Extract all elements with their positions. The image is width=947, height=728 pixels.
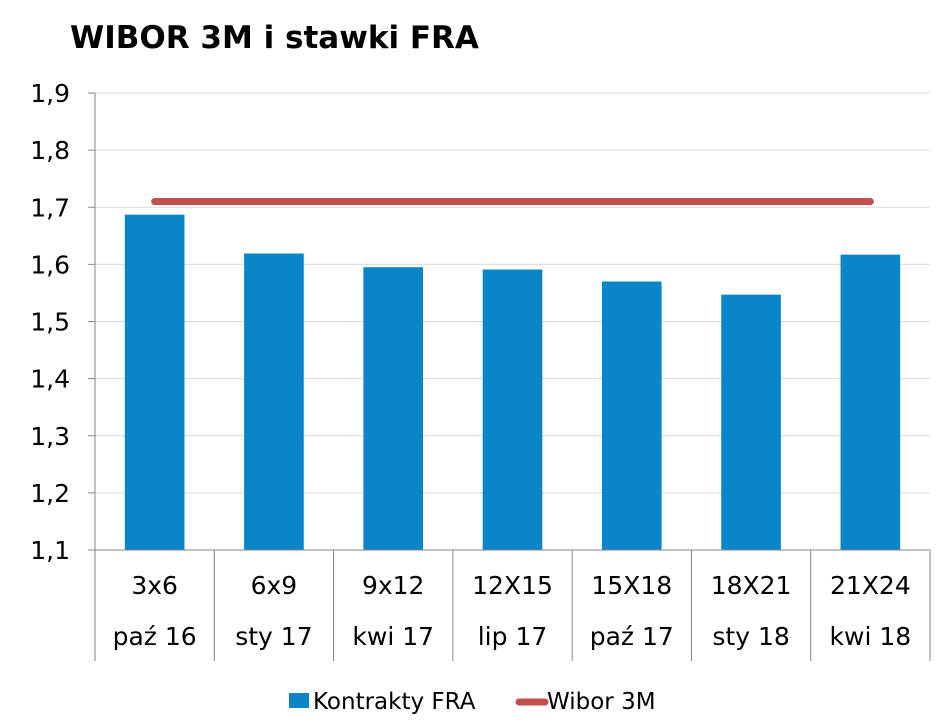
category-date-label: sty 18 [712,622,789,651]
bar [482,269,543,550]
legend-label-wibor-3m: Wibor 3M [547,689,656,715]
category-contract-label: 15X18 [591,571,672,600]
y-tick-label: 1,3 [30,422,70,451]
category-contract-label: 18X21 [711,571,792,600]
category-date-label: paź 17 [590,622,674,651]
bar [363,267,424,550]
axes [94,93,931,661]
y-tick-label: 1,7 [30,193,70,222]
category-contract-label: 3x6 [131,571,178,600]
category-contract-label: 21X24 [830,571,911,600]
y-tick-label: 1,5 [30,308,70,337]
legend-label-kontrakty-fra: Kontrakty FRA [313,689,476,715]
category-contract-label: 6x9 [251,571,298,600]
y-tick-label: 1,6 [30,250,70,279]
y-tick-label: 1,4 [30,365,70,394]
category-contract-label: 9x12 [362,571,425,600]
y-tick-label: 1,1 [30,536,70,565]
bar [601,281,662,550]
category-date-label: kwi 17 [352,622,434,651]
category-date-label: lip 17 [478,622,548,651]
legend: Kontrakty FRA Wibor 3M [289,689,656,715]
bar-series [124,214,901,551]
bar [840,254,901,550]
category-date-label: kwi 18 [830,622,912,651]
x-axis-categories: 3x6 paź 16 6x9 sty 17 9x12 kwi 17 12X15 lip 17 1… [113,571,912,651]
legend-swatch-kontrakty-fra [289,693,309,708]
y-tick-label: 1,2 [30,479,70,508]
chart-title: WIBOR 3M i stawki FRA [70,20,479,56]
category-date-label: paź 16 [113,622,197,651]
category-contract-label: 12X15 [472,571,553,600]
y-tick-label: 1,8 [30,136,70,165]
y-axis-ticks: 1,1 1,2 1,3 1,4 1,5 1,6 1,7 1,8 1,9 [30,79,95,565]
bar [244,253,304,551]
y-tick-label: 1,9 [30,79,70,108]
bar [124,214,185,550]
bar [721,294,781,550]
category-date-label: sty 17 [235,622,312,651]
